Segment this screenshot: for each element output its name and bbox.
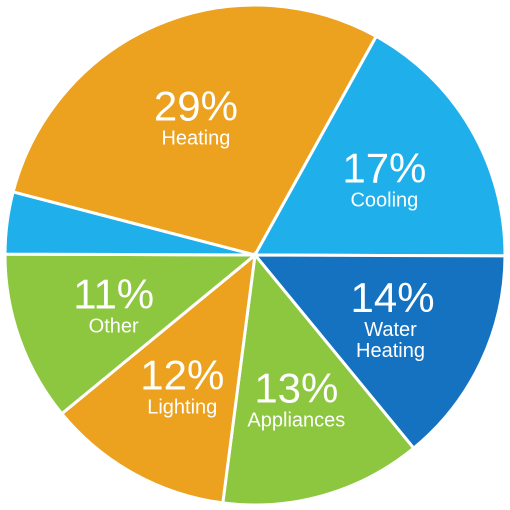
percent-label: 17% [342, 144, 427, 192]
pie-slice [3, 252, 260, 416]
percent-label: 11% [73, 270, 155, 318]
category-label: Cooling [350, 189, 419, 212]
percent-label: 12% [140, 351, 225, 399]
pie-slice [251, 253, 507, 451]
category-label: Other [88, 315, 139, 338]
slice-label: 29% Heating [141, 82, 251, 150]
slice-label: 12% Lighting [127, 351, 237, 419]
pie-slice [59, 251, 257, 505]
pie-slice [11, 3, 379, 257]
slice-label: 14% Water Heating [350, 274, 435, 363]
percent-label: 13% [254, 364, 339, 412]
percent-label: 14% [350, 274, 435, 322]
slice-label: 13% Appliances [241, 364, 351, 432]
pie-slice [221, 251, 416, 507]
pie-slice [3, 190, 256, 257]
slice-label: 17% Cooling [329, 144, 439, 212]
slice-label: 11% Other [59, 270, 169, 338]
category-label: Water Heating [356, 319, 425, 363]
percent-label: 29% [153, 82, 238, 130]
category-label: Heating [161, 127, 231, 150]
pie-slice [252, 34, 507, 258]
category-label: Lighting [147, 396, 218, 419]
category-label: Appliances [247, 409, 346, 432]
